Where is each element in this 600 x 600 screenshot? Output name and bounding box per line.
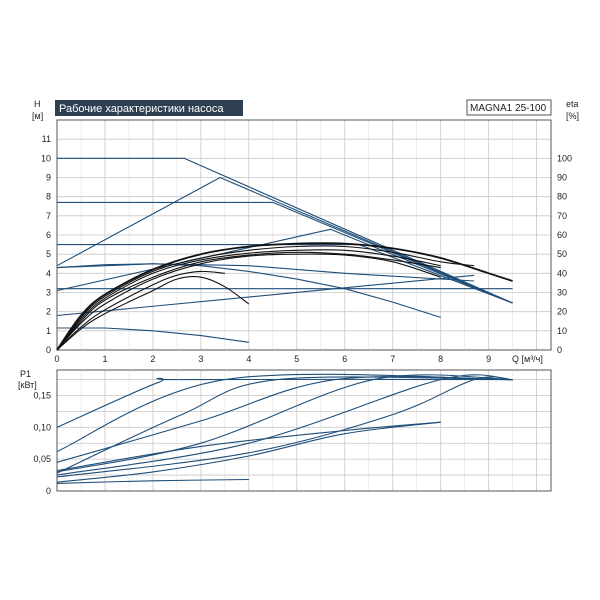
y2-tick-label: 10 (557, 326, 567, 336)
y-tick-label: 4 (46, 268, 51, 278)
y-tick-label: 3 (46, 288, 51, 298)
x-axis-label: Q [м³/ч] (512, 354, 543, 364)
y2-tick-label: 100 (557, 153, 572, 163)
power-ticks: 0 0,05 0,10 0,15 (33, 390, 51, 496)
power-curve (56, 375, 513, 463)
power-tick-label: 0,05 (33, 454, 51, 464)
power-axis-unit: [кВт] (18, 380, 37, 390)
head-curve (56, 263, 475, 282)
y2-axis-unit: [%] (566, 111, 579, 121)
power-tick-label: 0 (46, 486, 51, 496)
head-plot-frame (56, 119, 552, 351)
power-curve (56, 374, 513, 476)
efficiency-curve (56, 242, 513, 351)
y2-tick-label: 50 (557, 249, 567, 259)
head-curve (57, 157, 513, 304)
head-curve (56, 176, 513, 304)
power-grid (56, 370, 551, 492)
efficiency-curve (56, 276, 250, 351)
efficiency-curve (56, 270, 225, 351)
y-tick-label: 10 (41, 153, 51, 163)
power-tick-label: 0,10 (33, 422, 51, 432)
y-tick-label: 6 (46, 230, 51, 240)
efficiency-curves (56, 242, 513, 351)
x-tick-label: 5 (294, 354, 299, 364)
model-box (466, 99, 552, 116)
y2-tick-label: 80 (557, 192, 567, 202)
x-tick-label: 7 (390, 354, 395, 364)
y2-tick-label: 0 (557, 345, 562, 355)
model-label: MAGNA1 25-100 (470, 103, 547, 114)
power-curve (56, 376, 513, 474)
power-tick-label: 0,15 (33, 390, 51, 400)
y-tick-label: 0 (46, 345, 51, 355)
y-tick-label: 5 (46, 249, 51, 259)
efficiency-curve (56, 253, 441, 351)
title-banner (55, 100, 243, 116)
x-tick-label: 9 (486, 354, 491, 364)
power-plot-frame (56, 369, 552, 492)
head-curve (57, 201, 513, 304)
y2-tick-label: 70 (557, 211, 567, 221)
efficiency-curve (56, 249, 441, 351)
head-ticks: 0 1 2 3 4 5 6 7 8 9012345678910110102030405060708… (41, 134, 572, 364)
y2-tick-label: 90 (557, 173, 567, 183)
x-tick-label: 2 (150, 354, 155, 364)
power-curve (56, 376, 513, 478)
y2-tick-label: 30 (557, 288, 567, 298)
x-tick-label: 6 (342, 354, 347, 364)
y-tick-label: 2 (46, 307, 51, 317)
y-tick-label: 9 (46, 173, 51, 183)
power-curves (56, 373, 513, 484)
power-curve (56, 421, 441, 472)
y2-tick-label: 60 (557, 230, 567, 240)
power-curve (56, 421, 441, 483)
power-axis-label: P1 (20, 369, 31, 379)
y-axis-unit: [м] (32, 111, 43, 121)
y-tick-label: 7 (46, 211, 51, 221)
head-curve (56, 228, 513, 304)
power-curve (56, 374, 513, 473)
y2-tick-label: 40 (557, 268, 567, 278)
y2-axis-label: eta (566, 99, 579, 109)
x-tick-label: 8 (438, 354, 443, 364)
power-curve (56, 377, 513, 428)
efficiency-curve (56, 245, 475, 351)
x-tick-label: 3 (198, 354, 203, 364)
head-curve (56, 274, 475, 317)
x-tick-label: 1 (102, 354, 107, 364)
chart-title: Рабочие характеристики насоса (59, 103, 224, 115)
y-tick-label: 1 (46, 326, 51, 336)
head-curve (57, 327, 249, 343)
x-tick-label: 0 (54, 354, 59, 364)
y2-tick-label: 20 (557, 307, 567, 317)
head-curve (56, 263, 441, 318)
y-tick-label: 8 (46, 192, 51, 202)
efficiency-curve (56, 251, 441, 351)
y-axis-label: H (34, 99, 41, 109)
x-tick-label: 4 (246, 354, 251, 364)
power-curve (56, 478, 249, 484)
y-tick-label: 11 (42, 134, 51, 144)
